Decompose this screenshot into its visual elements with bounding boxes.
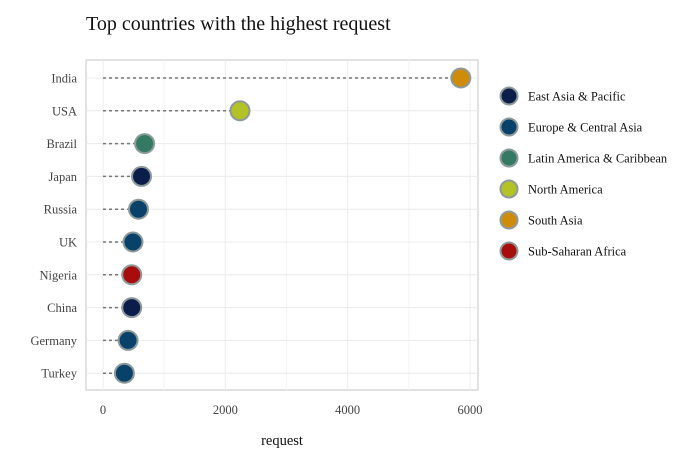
point-nigeria [121,264,143,286]
x-tick-label: 0 [100,403,106,417]
point-turkey [113,362,135,384]
y-tick-label: India [51,72,77,86]
legend: East Asia & Pacific Europe & Central Asia… [499,86,668,261]
legend-swatch [499,117,519,137]
y-tick-label: UK [59,236,77,250]
legend-label: Europe & Central Asia [528,121,643,135]
legend-label: South Asia [528,214,583,228]
point-india [450,67,472,89]
y-tick-label: Nigeria [40,268,78,282]
y-axis-ticks: India USA Brazil Japan Russia UK Nigeria China G… [30,72,77,381]
x-tick-label: 4000 [335,403,360,417]
plot-panel-border [85,59,479,391]
point-japan [131,165,153,187]
legend-label: North America [528,183,603,197]
legend-swatch [499,179,519,199]
x-axis-ticks: 0 2000 4000 6000 [100,403,483,417]
y-tick-label: USA [52,104,77,118]
legend-swatch [499,86,519,106]
y-tick-label: Germany [30,334,77,348]
y-tick-label: Russia [44,203,78,217]
point-brazil [134,133,156,155]
x-tick-label: 2000 [213,403,238,417]
point-uk [122,231,144,253]
legend-swatch [499,241,519,261]
grid-lines [86,60,478,390]
y-tick-label: Brazil [46,137,77,151]
legend-swatch [499,148,519,168]
point-russia [127,198,149,220]
legend-label: East Asia & Pacific [528,90,626,104]
point-china [121,297,143,319]
x-tick-label: 6000 [458,403,483,417]
y-tick-label: Japan [49,170,78,184]
legend-label: Latin America & Caribbean [528,152,668,166]
point-germany [117,329,139,351]
data-points [113,67,472,384]
point-usa [229,100,251,122]
y-tick-label: China [47,301,77,315]
legend-swatch [499,210,519,230]
y-tick-label: Turkey [41,367,77,381]
x-axis-label: request [261,433,303,449]
chart-title: Top countries with the highest request [86,13,391,35]
legend-label: Sub-Saharan Africa [528,245,627,259]
lollipop-segments [103,77,461,374]
